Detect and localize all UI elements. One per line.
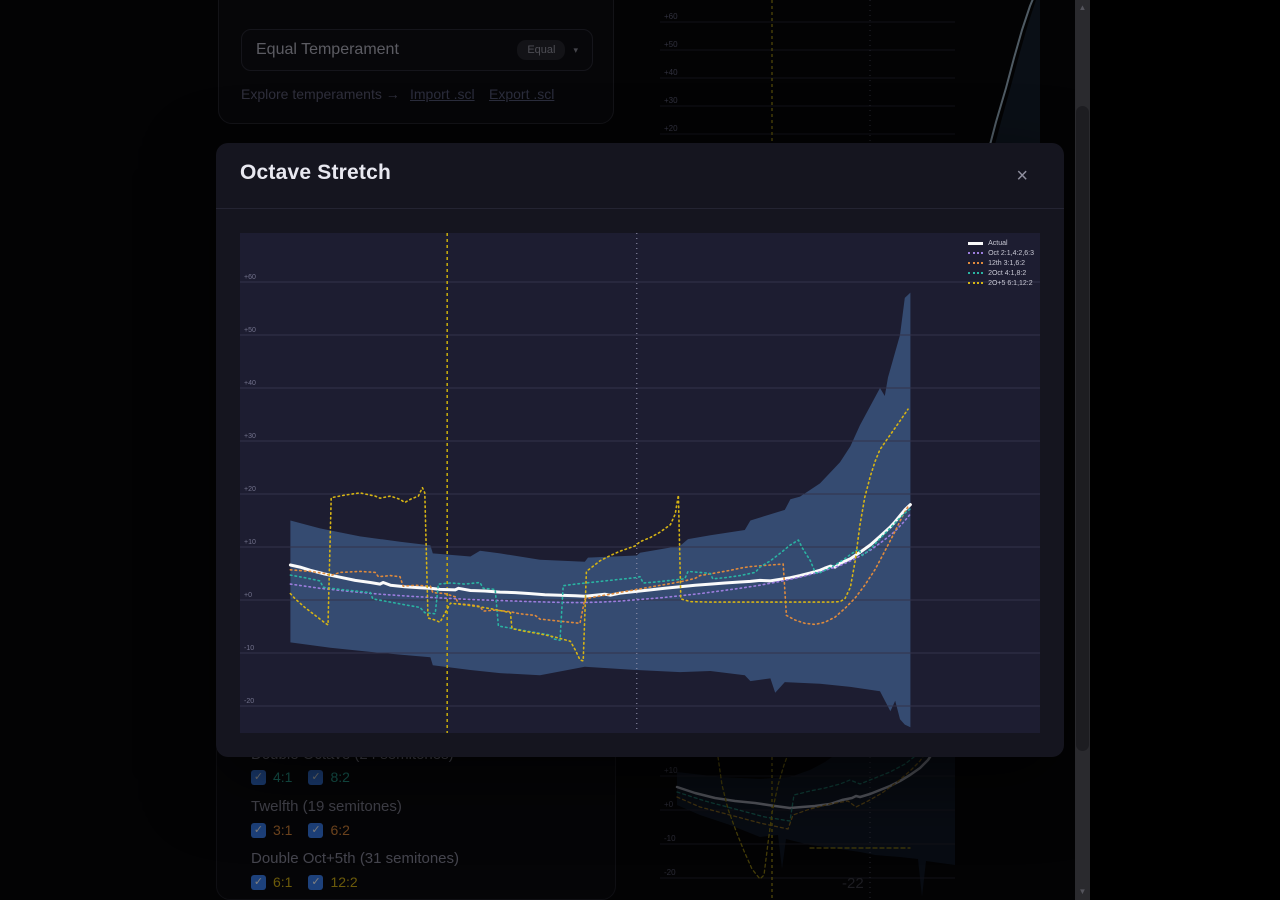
- legend-label: 2O+5 6:1,12:2: [988, 279, 1033, 287]
- chart-series: [289, 513, 912, 604]
- screen-void: [1090, 0, 1280, 900]
- y-tick-label: +50: [244, 327, 256, 334]
- octave-stretch-modal: Octave Stretch × +60 +50 +40 +30 +20 +10 +0 -10…: [216, 143, 1064, 757]
- chart-series: [289, 507, 912, 642]
- y-tick-label: +40: [244, 380, 256, 387]
- y-tick-label: +0: [244, 592, 252, 599]
- y-tick-label: +60: [244, 274, 256, 281]
- legend-swatch-icon: [968, 241, 984, 245]
- legend-item: 2O+5 6:1,12:2: [968, 278, 1034, 288]
- y-tick-label: +10: [244, 539, 256, 546]
- legend-swatch-icon: [968, 272, 984, 274]
- legend-item: 12th 3:1,6:2: [968, 258, 1034, 268]
- y-tick-label: +30: [244, 433, 256, 440]
- chart-series: [288, 503, 912, 598]
- legend-label: Oct 2:1,4:2,6:3: [988, 249, 1034, 257]
- legend-item: 2Oct 4:1,8:2: [968, 268, 1034, 278]
- legend-label: 12th 3:1,6:2: [988, 259, 1026, 267]
- legend-swatch-icon: [968, 262, 984, 264]
- scrollbar-down-icon[interactable]: ▼: [1078, 887, 1087, 896]
- scrollbar-thumb[interactable]: [1076, 106, 1089, 751]
- y-tick-label: -10: [244, 645, 254, 652]
- scrollbar-up-icon[interactable]: ▲: [1078, 3, 1087, 12]
- modal-header: Octave Stretch ×: [216, 143, 1064, 209]
- legend-label: Actual: [988, 239, 1008, 247]
- legend-swatch-icon: [968, 282, 984, 284]
- legend-item: Actual: [968, 238, 1034, 248]
- octave-stretch-plot: +60 +50 +40 +30 +20 +10 +0 -10 -20: [240, 233, 1040, 733]
- legend-swatch-icon: [968, 252, 984, 254]
- modal-title: Octave Stretch: [240, 161, 392, 184]
- legend-item: Oct 2:1,4:2,6:3: [968, 248, 1034, 258]
- close-icon[interactable]: ×: [1010, 163, 1034, 190]
- vertical-scrollbar[interactable]: ▲ ▼: [1075, 0, 1090, 900]
- legend-label: 2Oct 4:1,8:2: [988, 269, 1027, 277]
- chart-series: [289, 408, 909, 662]
- chart-legend: Actual Oct 2:1,4:2,6:3 12th 3:1,6:2 2Oct 4:…: [968, 238, 1034, 288]
- chart-band: [290, 292, 911, 728]
- chart-series: [289, 505, 909, 626]
- y-tick-label: +20: [244, 486, 256, 493]
- y-tick-label: -20: [244, 698, 254, 705]
- octave-stretch-chart: +60 +50 +40 +30 +20 +10 +0 -10 -20 Actual Oct 2:1…: [240, 233, 1040, 733]
